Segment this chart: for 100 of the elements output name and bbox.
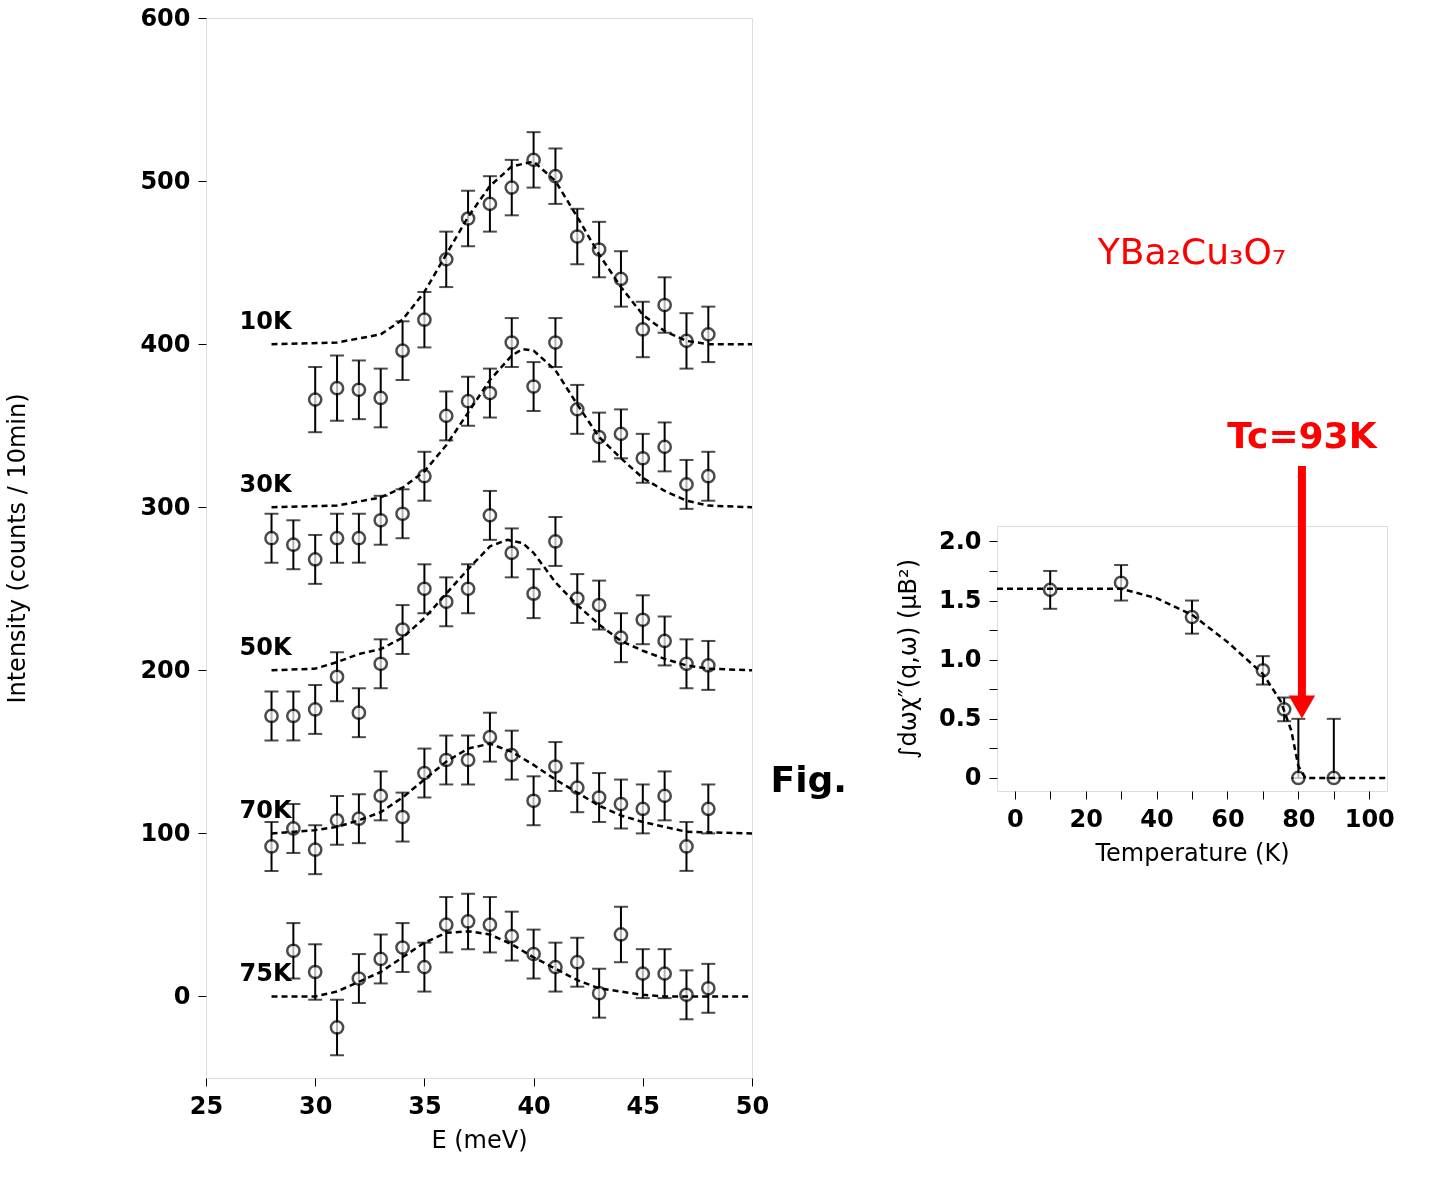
point	[657, 966, 673, 981]
point	[569, 954, 585, 970]
point	[460, 393, 476, 409]
point	[700, 980, 716, 996]
point	[635, 450, 651, 466]
point	[307, 552, 323, 567]
x-tick-label: 100	[1344, 804, 1395, 833]
x-axis-title: E (meV)	[431, 1125, 528, 1154]
y-axis-title: ∫dωχ″(q,ω) (μB²)	[893, 558, 922, 760]
point	[417, 581, 432, 597]
point	[700, 327, 716, 342]
x-tick-label: 40	[517, 1091, 551, 1120]
point	[657, 633, 673, 649]
point	[395, 343, 410, 359]
y-tick-label: 600	[140, 3, 191, 32]
point	[395, 809, 410, 825]
point	[438, 917, 454, 933]
point	[657, 297, 673, 313]
point	[285, 943, 301, 959]
point	[460, 752, 476, 768]
point	[460, 581, 476, 597]
x-tick-label: 30	[299, 1091, 333, 1120]
y-tick-label: 300	[140, 492, 191, 521]
point	[700, 468, 716, 484]
point	[504, 928, 520, 944]
y-tick-label: 1.5	[938, 586, 982, 615]
point	[504, 545, 520, 561]
x-axis-title: Temperature (K)	[1094, 838, 1290, 867]
y-tick-label: 500	[140, 166, 191, 195]
point	[613, 927, 629, 942]
x-tick-label: 35	[408, 1091, 442, 1120]
point	[460, 914, 476, 929]
annotation: Tc=93K	[1227, 415, 1378, 456]
point	[1113, 575, 1129, 591]
point	[373, 390, 389, 406]
point	[548, 335, 563, 350]
point	[329, 669, 345, 685]
point	[351, 705, 367, 721]
x-tick-label: 20	[1069, 804, 1103, 833]
point	[635, 966, 651, 981]
point	[264, 708, 279, 724]
point	[1290, 770, 1306, 786]
point	[548, 759, 563, 774]
point	[373, 951, 389, 967]
point	[526, 586, 541, 602]
point	[307, 964, 323, 980]
point	[351, 530, 367, 546]
series-label: 50K	[239, 633, 293, 662]
point	[438, 408, 454, 424]
point	[482, 196, 498, 212]
x-tick-label: 80	[1282, 804, 1316, 833]
x-tick-label: 40	[1140, 804, 1174, 833]
point	[417, 959, 432, 975]
point	[285, 708, 301, 724]
point	[679, 477, 694, 492]
point	[526, 793, 541, 809]
point	[329, 1020, 345, 1035]
point	[264, 530, 279, 546]
point	[657, 788, 673, 804]
point	[417, 312, 432, 328]
point	[635, 322, 651, 337]
point	[504, 335, 520, 350]
y-tick-label: 1.0	[938, 645, 982, 674]
point	[482, 729, 498, 745]
point	[613, 426, 629, 442]
text: 10K	[239, 307, 293, 336]
text: Fig.	[770, 759, 847, 800]
point	[482, 917, 498, 933]
point	[395, 940, 410, 955]
y-tick-label: 200	[140, 655, 191, 684]
y-tick-label: 0	[173, 981, 191, 1010]
point	[679, 839, 694, 854]
x-tick-label: 25	[189, 1091, 224, 1120]
point	[591, 985, 607, 1001]
point	[482, 508, 498, 523]
point	[700, 801, 716, 817]
point	[307, 702, 323, 717]
point	[635, 612, 651, 628]
point	[657, 439, 673, 455]
y-tick-label: 2.0	[938, 526, 982, 555]
point	[307, 842, 323, 858]
point	[548, 534, 563, 549]
point	[504, 180, 520, 195]
series-label: 75K	[239, 959, 293, 988]
series-label: 30K	[239, 470, 293, 499]
point	[329, 530, 345, 546]
point	[307, 392, 323, 407]
point	[635, 801, 651, 817]
x-tick-label: 0	[1006, 804, 1024, 833]
point	[569, 229, 585, 244]
point	[417, 765, 432, 781]
point	[482, 385, 498, 401]
point	[395, 506, 410, 522]
point	[351, 382, 367, 398]
x-tick-label: 50	[735, 1091, 770, 1120]
text: YBa₂Cu₃O₇	[1096, 231, 1287, 272]
y-tick-label: 0.5	[938, 704, 982, 733]
series-label: 70K	[239, 796, 293, 825]
point	[373, 512, 389, 528]
point	[285, 537, 301, 553]
